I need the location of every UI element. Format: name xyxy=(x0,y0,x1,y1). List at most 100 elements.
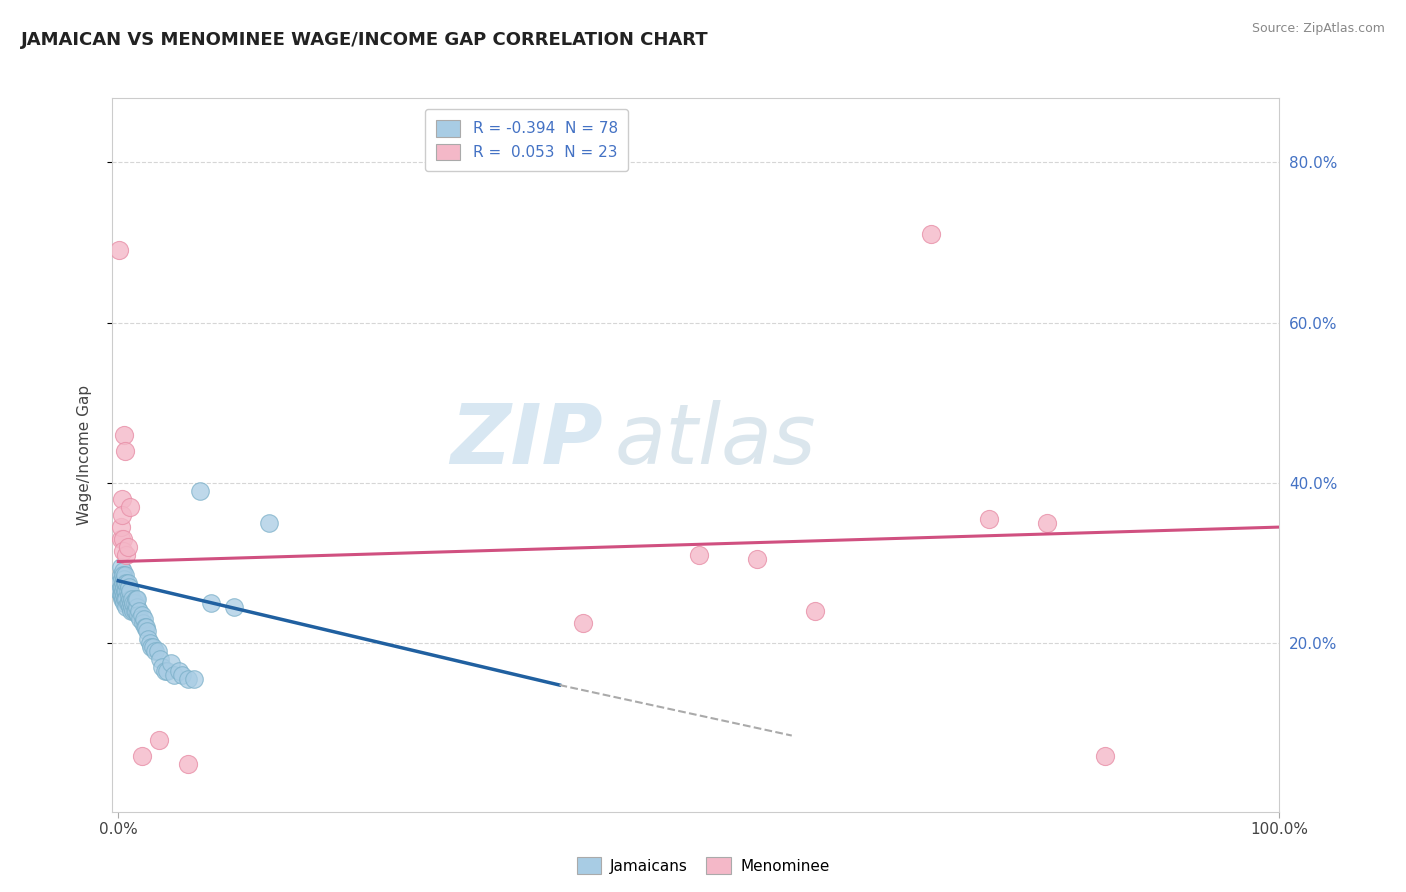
Point xyxy=(125,600,148,615)
Point xyxy=(177,756,200,771)
Point xyxy=(111,588,134,602)
Point xyxy=(114,576,136,591)
Point xyxy=(112,428,135,442)
Point xyxy=(125,592,148,607)
Point xyxy=(149,652,172,666)
Legend: Jamaicans, Menominee: Jamaicans, Menominee xyxy=(571,851,835,880)
Point xyxy=(200,596,222,610)
Text: JAMAICAN VS MENOMINEE WAGE/INCOME GAP CORRELATION CHART: JAMAICAN VS MENOMINEE WAGE/INCOME GAP CO… xyxy=(21,31,709,49)
Point xyxy=(112,596,135,610)
Point xyxy=(153,665,176,679)
Point xyxy=(188,483,211,498)
Point xyxy=(688,548,710,562)
Point xyxy=(110,532,132,546)
Point xyxy=(111,508,134,522)
Point xyxy=(138,636,160,650)
Point xyxy=(118,596,141,610)
Point xyxy=(111,592,134,607)
Point xyxy=(224,600,246,615)
Point xyxy=(111,592,134,607)
Point xyxy=(156,665,179,679)
Point xyxy=(108,244,131,258)
Point xyxy=(115,592,138,607)
Point xyxy=(110,560,132,574)
Point xyxy=(124,604,146,618)
Point xyxy=(148,732,170,747)
Point xyxy=(804,604,827,618)
Point xyxy=(114,444,136,458)
Point xyxy=(118,500,141,514)
Point xyxy=(118,580,141,594)
Point xyxy=(117,596,139,610)
Point xyxy=(118,592,141,607)
Point xyxy=(124,596,146,610)
Point xyxy=(1094,748,1116,763)
Point xyxy=(111,568,134,582)
Point xyxy=(111,580,134,594)
Point xyxy=(111,584,134,599)
Point xyxy=(115,548,138,562)
Point xyxy=(138,632,160,647)
Point xyxy=(118,584,141,599)
Point xyxy=(172,668,194,682)
Point xyxy=(125,604,148,618)
Point xyxy=(108,576,131,591)
Point xyxy=(139,640,162,655)
Point xyxy=(108,584,131,599)
Point xyxy=(115,584,138,599)
Point xyxy=(115,576,138,591)
Point xyxy=(131,748,153,763)
Point xyxy=(183,673,205,687)
Point xyxy=(121,600,143,615)
Point xyxy=(114,584,136,599)
Point xyxy=(152,660,174,674)
Point xyxy=(142,640,165,655)
Point xyxy=(571,616,593,631)
Point xyxy=(163,668,186,682)
Point xyxy=(112,572,135,586)
Point xyxy=(134,620,156,634)
Point xyxy=(135,620,157,634)
Point xyxy=(132,612,155,626)
Point xyxy=(146,644,169,658)
Point xyxy=(117,540,139,554)
Point xyxy=(129,612,152,626)
Point xyxy=(745,552,768,566)
Point xyxy=(136,624,159,639)
Point xyxy=(118,588,141,602)
Point xyxy=(112,588,135,602)
Point xyxy=(131,608,153,623)
Point xyxy=(125,592,148,607)
Y-axis label: Wage/Income Gap: Wage/Income Gap xyxy=(77,384,91,525)
Point xyxy=(114,568,136,582)
Point xyxy=(111,544,134,558)
Text: Source: ZipAtlas.com: Source: ZipAtlas.com xyxy=(1251,22,1385,36)
Point xyxy=(111,532,134,546)
Point xyxy=(117,576,139,591)
Point xyxy=(118,600,141,615)
Point xyxy=(121,592,143,607)
Point xyxy=(117,584,139,599)
Point xyxy=(177,673,200,687)
Text: atlas: atlas xyxy=(614,401,815,481)
Point xyxy=(111,584,134,599)
Point xyxy=(110,588,132,602)
Point xyxy=(122,596,145,610)
Point xyxy=(257,516,280,530)
Point xyxy=(111,491,134,506)
Point xyxy=(122,604,145,618)
Point xyxy=(111,576,134,591)
Point xyxy=(979,512,1001,526)
Point xyxy=(131,616,153,631)
Point xyxy=(120,604,142,618)
Text: ZIP: ZIP xyxy=(450,401,603,481)
Point xyxy=(112,580,135,594)
Point xyxy=(127,608,149,623)
Point xyxy=(110,568,132,582)
Point xyxy=(120,596,142,610)
Point xyxy=(167,665,190,679)
Point xyxy=(110,520,132,534)
Point xyxy=(115,600,138,615)
Point xyxy=(111,572,134,586)
Point xyxy=(159,657,181,671)
